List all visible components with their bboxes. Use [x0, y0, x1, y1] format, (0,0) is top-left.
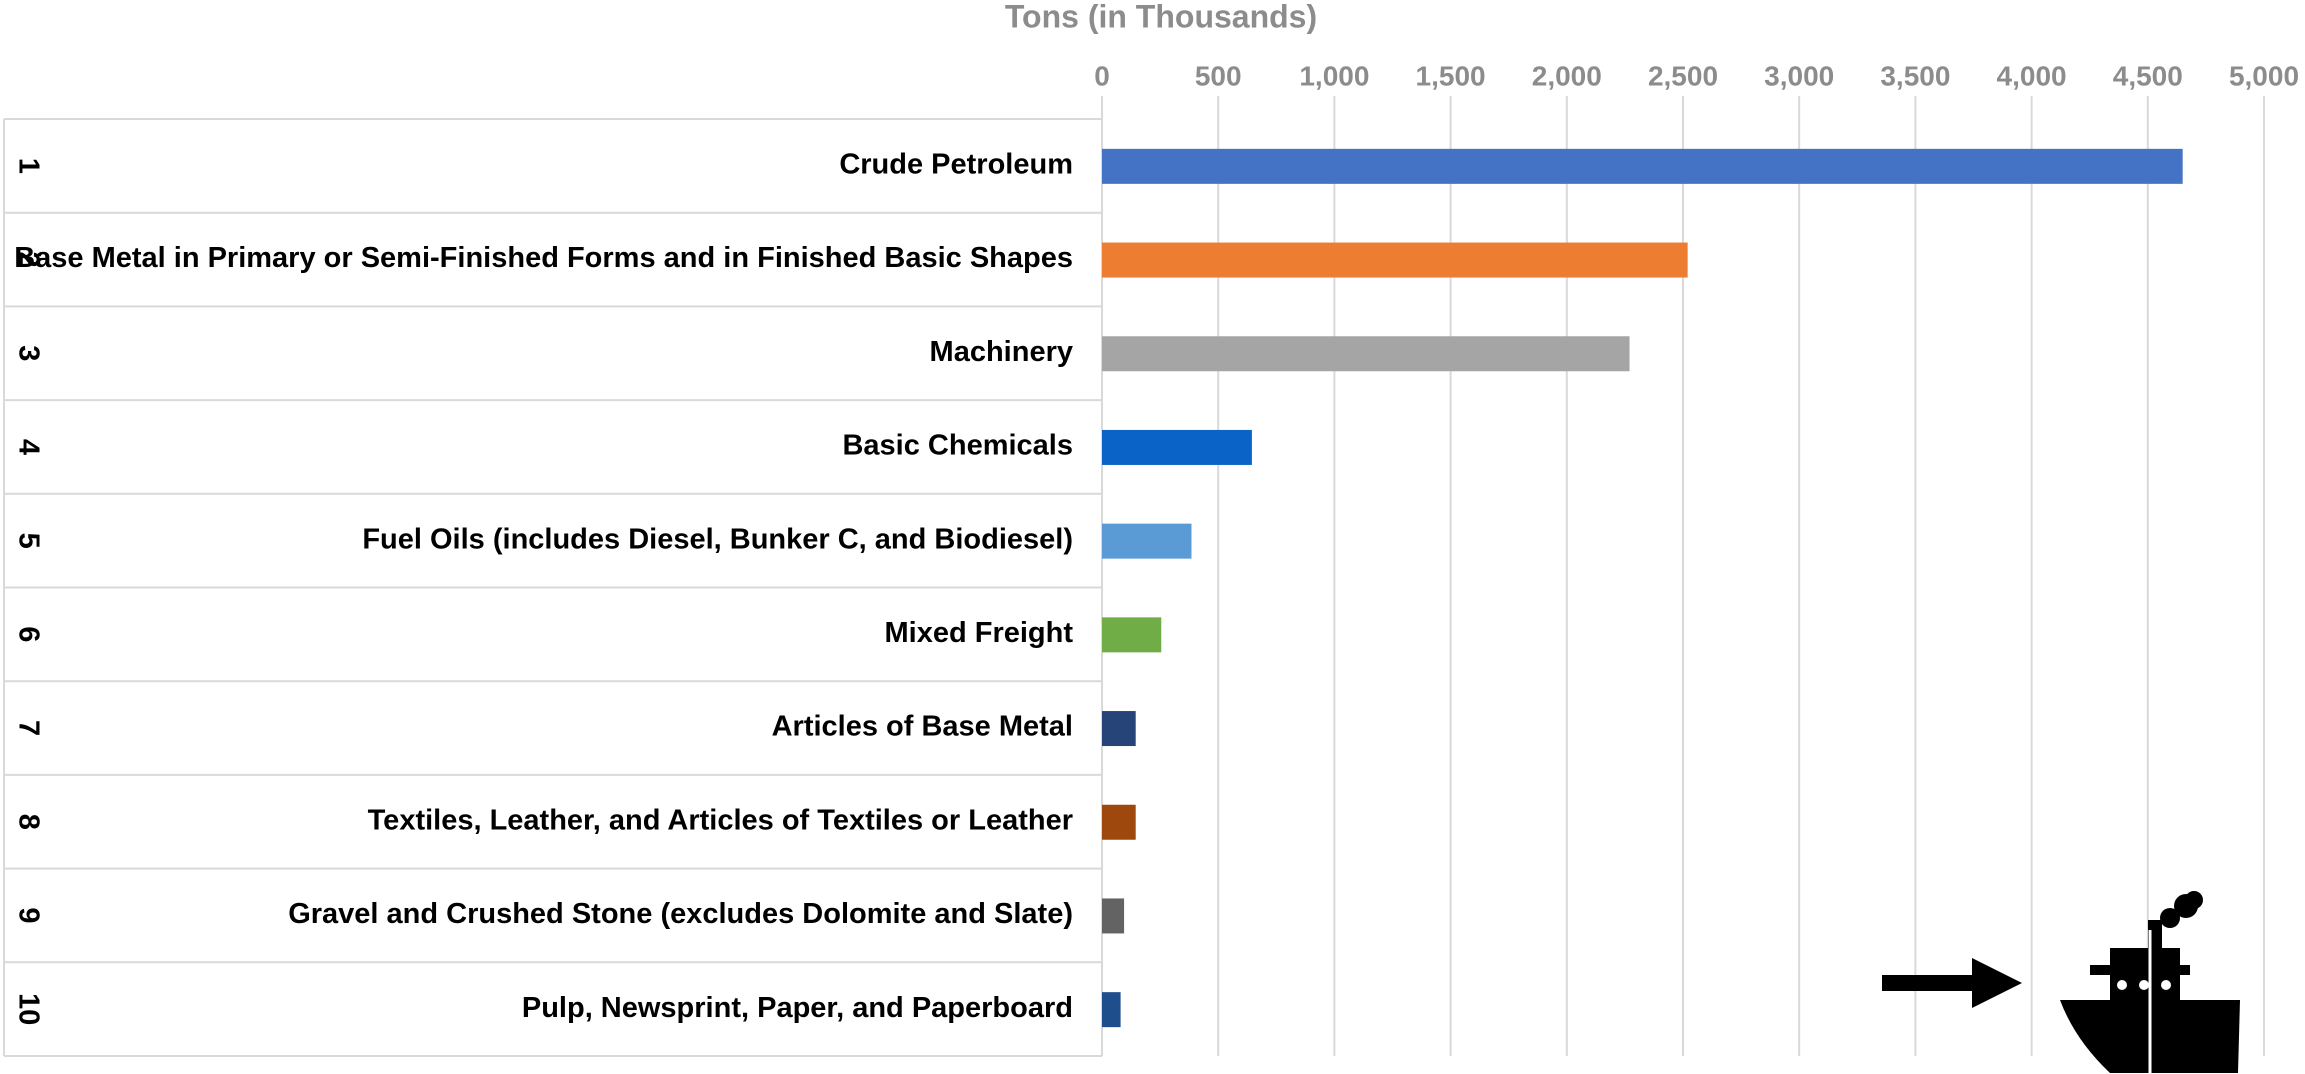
- bar: [1102, 992, 1121, 1028]
- y-tick-label: Machinery: [930, 336, 1073, 368]
- rank-label: 3: [12, 345, 44, 361]
- bar: [1102, 804, 1136, 840]
- rank-label: 1: [12, 158, 44, 174]
- y-tick-label: Gravel and Crushed Stone (excludes Dolom…: [288, 898, 1073, 930]
- rank-label: 6: [12, 626, 44, 642]
- y-tick-label: Crude Petroleum: [839, 149, 1073, 181]
- x-tick-label: 1,000: [1299, 60, 1369, 91]
- bar: [1102, 617, 1162, 653]
- bar: [1102, 242, 1688, 278]
- rank-label: 9: [12, 907, 44, 923]
- bar: [1102, 898, 1125, 934]
- y-tick-label: Fuel Oils (includes Diesel, Bunker C, an…: [362, 523, 1073, 555]
- bar: [1102, 336, 1630, 372]
- bar: [1102, 429, 1252, 465]
- rank-label: 4: [12, 439, 44, 455]
- rank-label: 5: [12, 533, 44, 549]
- x-tick-label: 4,500: [2113, 60, 2183, 91]
- rank-label: 2: [12, 251, 44, 267]
- y-tick-label: Pulp, Newsprint, Paper, and Paperboard: [522, 992, 1073, 1024]
- y-tick-label: Mixed Freight: [884, 617, 1073, 649]
- x-tick-label: 1,500: [1416, 60, 1486, 91]
- x-tick-label: 2,000: [1532, 60, 1602, 91]
- bar: [1102, 523, 1192, 559]
- axis-title: Tons (in Thousands): [1005, 0, 1317, 34]
- x-tick-label: 5,000: [2229, 60, 2299, 91]
- x-tick-label: 0: [1094, 60, 1110, 91]
- x-tick-label: 2,500: [1648, 60, 1718, 91]
- y-tick-label: Basic Chemicals: [842, 430, 1073, 462]
- x-tick-label: 3,500: [1880, 60, 1950, 91]
- x-tick-label: 4,000: [1997, 60, 2067, 91]
- rank-label: 7: [12, 720, 44, 736]
- y-tick-label: Base Metal in Primary or Semi-Finished F…: [14, 242, 1073, 274]
- x-tick-label: 3,000: [1764, 60, 1834, 91]
- y-tick-label: Articles of Base Metal: [772, 711, 1073, 743]
- bar: [1102, 148, 2183, 184]
- x-tick-label: 500: [1195, 60, 1242, 91]
- rank-label: 8: [12, 814, 44, 830]
- ship-icon: [1882, 891, 2240, 1073]
- rank-label: 10: [12, 993, 44, 1025]
- bar: [1102, 711, 1136, 747]
- y-tick-label: Textiles, Leather, and Articles of Texti…: [368, 804, 1073, 836]
